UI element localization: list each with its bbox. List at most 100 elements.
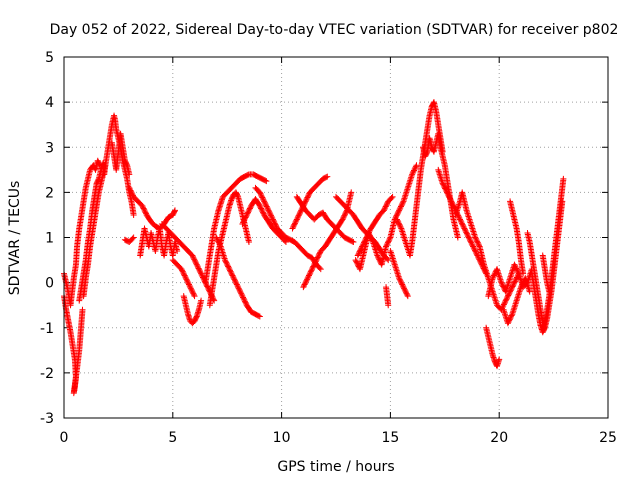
data-point bbox=[399, 199, 406, 206]
data-point bbox=[474, 239, 481, 246]
data-point bbox=[226, 267, 233, 274]
data-point bbox=[442, 186, 449, 193]
data-point bbox=[470, 243, 477, 250]
data-point bbox=[459, 221, 466, 228]
data-point bbox=[268, 212, 275, 219]
data-point bbox=[190, 290, 197, 297]
data-point bbox=[465, 233, 472, 240]
data-point bbox=[271, 220, 278, 227]
data-point bbox=[354, 260, 361, 267]
data-point bbox=[368, 235, 375, 242]
data-point bbox=[236, 286, 243, 293]
data-point bbox=[189, 252, 196, 259]
data-point bbox=[503, 295, 510, 302]
data-point bbox=[385, 238, 392, 245]
data-point bbox=[462, 226, 469, 233]
data-point bbox=[305, 193, 312, 200]
data-point bbox=[356, 248, 363, 255]
data-point bbox=[128, 188, 135, 195]
data-point bbox=[366, 232, 373, 239]
data-point bbox=[196, 266, 203, 273]
data-point bbox=[444, 190, 451, 197]
data-point bbox=[244, 210, 251, 217]
data-point bbox=[304, 194, 311, 201]
data-point bbox=[291, 221, 298, 228]
data-point bbox=[445, 193, 452, 200]
data-point bbox=[506, 316, 513, 323]
data-point bbox=[458, 220, 465, 227]
data-point bbox=[191, 293, 198, 300]
data-point bbox=[198, 270, 205, 277]
data-point bbox=[316, 250, 323, 257]
data-point bbox=[315, 251, 322, 258]
data-point bbox=[178, 266, 185, 273]
data-point bbox=[374, 253, 381, 260]
data-point bbox=[394, 211, 401, 218]
data-point bbox=[393, 216, 400, 223]
data-point bbox=[294, 215, 301, 222]
data-point bbox=[513, 266, 520, 273]
data-point bbox=[223, 259, 230, 266]
data-point bbox=[237, 289, 244, 296]
data-point bbox=[314, 254, 321, 261]
data-point bbox=[79, 306, 86, 313]
data-point bbox=[402, 289, 409, 296]
data-point bbox=[189, 288, 196, 295]
data-point bbox=[139, 204, 146, 211]
data-point bbox=[490, 273, 497, 280]
data-point bbox=[231, 277, 238, 284]
data-point bbox=[503, 296, 510, 303]
data-point bbox=[340, 213, 347, 220]
data-point bbox=[123, 161, 130, 168]
data-point bbox=[526, 288, 533, 295]
data-point bbox=[397, 277, 404, 284]
data-point bbox=[230, 275, 237, 282]
data-point bbox=[499, 282, 506, 289]
data-point bbox=[246, 205, 253, 212]
data-point bbox=[126, 186, 133, 193]
data-point bbox=[259, 209, 266, 216]
data-point bbox=[340, 215, 347, 222]
data-point bbox=[383, 202, 390, 209]
data-point bbox=[472, 234, 479, 241]
data-point bbox=[395, 220, 402, 227]
data-point bbox=[396, 206, 403, 213]
data-point bbox=[309, 264, 316, 271]
data-point bbox=[475, 242, 482, 249]
data-point bbox=[500, 301, 507, 308]
data-point bbox=[412, 164, 419, 171]
data-point bbox=[489, 275, 496, 282]
data-point bbox=[127, 187, 134, 194]
data-point bbox=[187, 285, 194, 292]
data-point bbox=[470, 244, 477, 251]
data-point bbox=[465, 234, 472, 241]
y-tick-label: 2 bbox=[45, 185, 54, 201]
data-point bbox=[302, 278, 309, 285]
data-point bbox=[300, 284, 307, 291]
data-point bbox=[473, 237, 480, 244]
data-point bbox=[505, 292, 512, 299]
data-point bbox=[448, 198, 455, 205]
y-tick-label: 5 bbox=[45, 50, 54, 66]
data-point bbox=[541, 325, 548, 332]
data-point bbox=[461, 225, 468, 232]
data-point bbox=[506, 317, 513, 324]
data-point bbox=[233, 280, 240, 287]
data-point bbox=[440, 182, 447, 189]
data-point bbox=[270, 217, 277, 224]
data-point bbox=[396, 275, 403, 282]
data-point bbox=[412, 163, 419, 170]
data-point bbox=[273, 222, 280, 229]
data-point bbox=[395, 208, 402, 215]
data-point bbox=[397, 278, 404, 285]
data-point bbox=[240, 294, 247, 301]
data-point bbox=[394, 217, 401, 224]
data-point bbox=[368, 236, 375, 243]
x-tick-label: 5 bbox=[168, 430, 177, 446]
data-point bbox=[508, 312, 515, 319]
data-point bbox=[411, 166, 418, 173]
data-point bbox=[190, 253, 197, 260]
data-point bbox=[308, 267, 315, 274]
data-point bbox=[295, 213, 302, 220]
data-point bbox=[512, 262, 519, 269]
